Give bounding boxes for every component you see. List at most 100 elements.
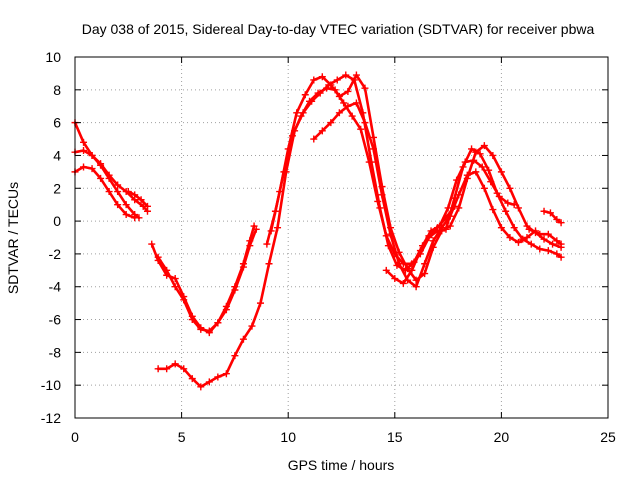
series-line — [312, 101, 537, 289]
series-layer — [71, 71, 565, 391]
data-point — [536, 230, 544, 238]
data-point — [352, 99, 360, 107]
data-point — [557, 240, 565, 248]
data-point — [197, 325, 205, 333]
data-point — [455, 204, 463, 212]
data-point — [274, 224, 282, 232]
data-point — [340, 99, 348, 107]
data-point — [489, 206, 497, 214]
data-point — [310, 135, 318, 143]
series-track-3 — [71, 163, 139, 222]
data-point — [171, 360, 179, 368]
data-point — [205, 378, 213, 386]
x-tick-label: 5 — [178, 429, 186, 445]
series-line — [269, 73, 563, 282]
data-point — [180, 296, 188, 304]
series-track-7 — [263, 84, 565, 268]
data-point — [327, 81, 335, 89]
data-point — [306, 97, 314, 105]
y-tick-label: 8 — [53, 82, 61, 98]
data-point — [143, 202, 151, 210]
data-point — [344, 87, 352, 95]
data-point — [333, 76, 341, 84]
data-point — [408, 266, 416, 274]
data-point — [148, 240, 156, 248]
data-point — [293, 109, 301, 117]
series-track-10 — [382, 202, 458, 287]
data-point — [450, 202, 458, 210]
y-tick-label: -8 — [49, 344, 62, 360]
data-point — [239, 260, 247, 268]
data-point — [154, 253, 162, 261]
data-point — [463, 171, 471, 179]
data-point — [514, 238, 522, 246]
data-point — [231, 283, 239, 291]
data-point — [318, 127, 326, 135]
data-point — [97, 174, 105, 182]
data-point — [421, 260, 429, 268]
x-tick-label: 10 — [280, 429, 296, 445]
data-point — [540, 207, 548, 215]
data-point — [489, 151, 497, 159]
series-track-6 — [154, 71, 518, 391]
y-axis-label: SDTVAR / TECUs — [5, 182, 21, 294]
data-point — [263, 240, 271, 248]
data-point — [553, 237, 561, 245]
data-point — [357, 125, 365, 133]
series-track-11 — [525, 225, 565, 248]
x-axis-label: GPS time / hours — [288, 457, 395, 473]
data-point — [502, 207, 510, 215]
data-point — [416, 247, 424, 255]
data-point — [497, 168, 505, 176]
data-point — [391, 275, 399, 283]
data-point — [476, 150, 484, 158]
data-point — [506, 234, 514, 241]
data-point — [374, 197, 382, 205]
y-tick-label: -2 — [49, 246, 62, 262]
data-point — [504, 199, 512, 207]
plot-frame — [74, 56, 609, 419]
data-point — [459, 163, 467, 171]
data-point — [222, 370, 230, 378]
data-point — [399, 279, 407, 287]
series-track-9 — [310, 99, 540, 291]
data-point — [80, 138, 88, 146]
data-point — [378, 191, 386, 199]
data-point — [472, 168, 480, 176]
data-point — [105, 174, 113, 182]
data-point — [114, 188, 122, 196]
y-tick-label: 6 — [53, 115, 61, 131]
data-point — [510, 224, 518, 232]
data-point — [246, 237, 254, 245]
data-point — [442, 214, 450, 222]
data-point — [544, 230, 552, 238]
data-point — [365, 158, 373, 166]
data-point — [88, 165, 96, 173]
data-point — [335, 109, 343, 117]
data-point — [137, 196, 145, 204]
series-track-12 — [540, 207, 565, 227]
data-point — [97, 161, 105, 169]
data-point — [444, 204, 452, 212]
data-point — [382, 232, 390, 240]
data-point — [387, 230, 395, 238]
chart-title: Day 038 of 2015, Sidereal Day-to-day VTE… — [82, 21, 595, 37]
data-point — [180, 365, 188, 373]
data-point — [525, 225, 533, 233]
data-point — [536, 245, 544, 253]
data-point — [549, 240, 557, 248]
series-line — [150, 228, 258, 335]
y-tick-label: -12 — [41, 410, 61, 426]
data-point — [514, 204, 522, 212]
data-point — [557, 253, 565, 261]
data-point — [497, 224, 505, 232]
data-point — [395, 260, 403, 268]
data-point — [314, 89, 322, 97]
data-point — [188, 375, 196, 383]
data-point — [171, 275, 179, 283]
data-point — [344, 102, 352, 110]
data-point — [361, 84, 369, 92]
series-track-13 — [124, 188, 151, 210]
data-point — [231, 352, 239, 360]
data-point — [348, 112, 356, 120]
